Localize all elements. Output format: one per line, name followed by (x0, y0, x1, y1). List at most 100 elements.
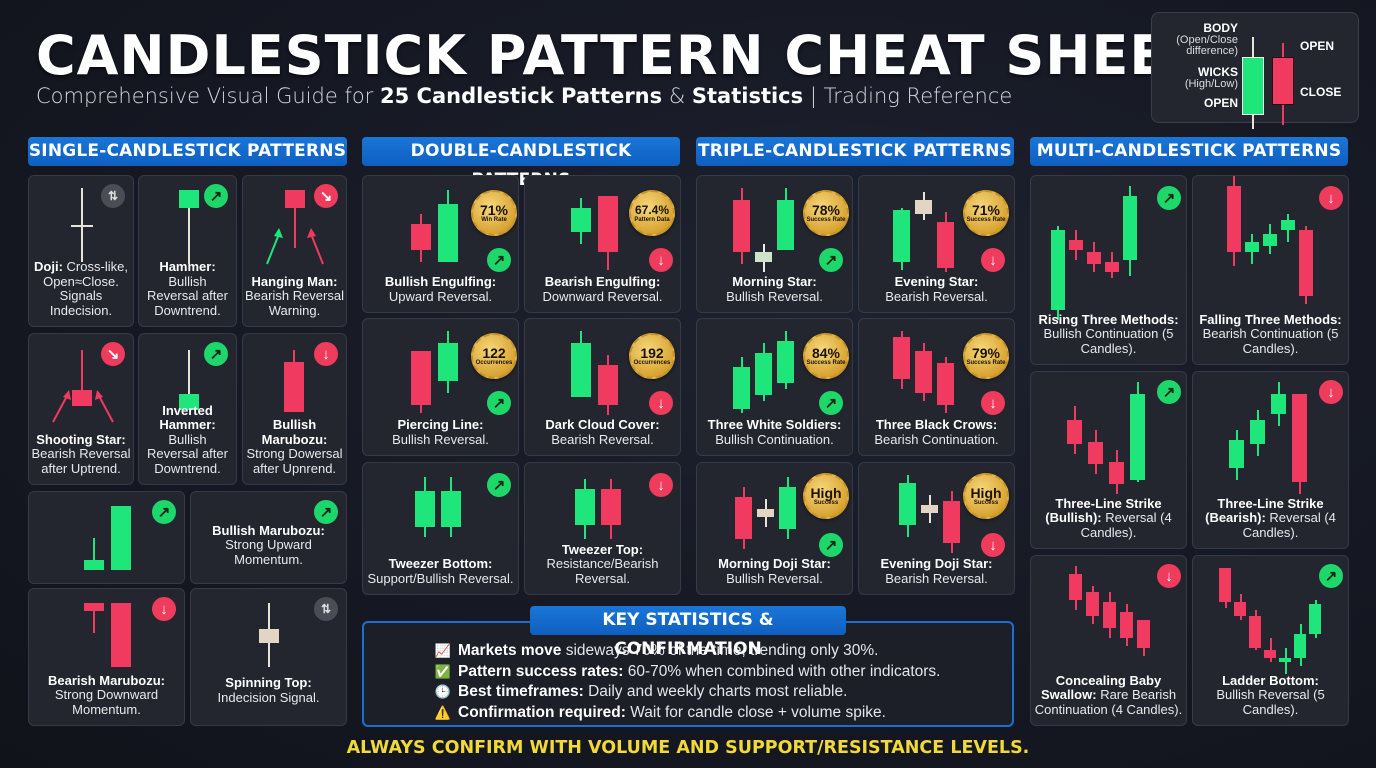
bearish-down-icon: ↓ (649, 248, 673, 272)
bullish-arrow-icon: ↗ (819, 391, 843, 415)
pattern-card-hanging-man[interactable]: ↘ Hanging Man: Bearish Reversal Warning. (242, 175, 347, 327)
success-coin: High Success (803, 473, 849, 519)
legend-open-left: OPEN (1203, 96, 1238, 110)
pattern-description: Morning Star: Bullish Reversal. (726, 274, 823, 304)
pattern-description: Doji: Cross-like, Open≈Close. Signals In… (34, 259, 128, 318)
pattern-description: Three-Line Strike (Bearish): Reversal (4… (1205, 495, 1336, 540)
pattern-description: Piercing Line: Bullish Reversal. (392, 417, 489, 447)
pattern-card-rising-three-methods[interactable]: ↗ Rising Three Methods: Bullish Continuat… (1030, 175, 1187, 365)
pattern-description: Evening Star: Bearish Reversal. (885, 274, 988, 304)
pattern-description: Bullish Marubozu: Strong Upward Momentum. (212, 522, 325, 567)
bullish-arrow-icon: ↗ (152, 500, 176, 524)
pattern-card-evening-star[interactable]: 71% Success Rate ↓ Evening Star: Bearish R… (858, 175, 1015, 313)
pattern-card-dark-cloud-cover[interactable]: 192 Occurrences ↓ Dark Cloud Cover: Bearis… (524, 318, 681, 456)
pattern-card-bearish-engulfing[interactable]: 67.4% Pattern Data ↓ Bearish Engulfing: Do… (524, 175, 681, 313)
success-coin: High Success (963, 473, 1009, 519)
pattern-card-bullish-marubozu-variant[interactable]: ↓ Bullish Marubozu: Strong Dowersal after… (242, 333, 347, 485)
pattern-card-ladder-bottom[interactable]: ↗ Ladder Bottom: Bullish Reversal (5 Cand… (1192, 555, 1349, 726)
legend-body-label: BODY (Open/Close difference) (1176, 21, 1238, 57)
bearish-down-icon: ↓ (649, 391, 673, 415)
pattern-description: Hanging Man: Bearish Reversal Warning. (245, 273, 344, 318)
legend-close-right: CLOSE (1300, 85, 1342, 99)
pattern-card-tweezer-top[interactable]: ↓ Tweezer Top: Resistance/Bearish Reversa… (524, 462, 681, 595)
pattern-description: Dark Cloud Cover: Bearish Reversal. (545, 417, 660, 447)
neutral-signal-icon: ⇅ (101, 184, 125, 208)
pattern-description: Bearish Engulfing: Downward Reversal. (542, 274, 663, 304)
pattern-card-spinning-top[interactable]: ⇅ Spinning Top: Indecision Signal. (190, 588, 347, 726)
pattern-card-piercing-line[interactable]: 122 Occurrences ↗ Piercing Line: Bullish R… (362, 318, 519, 456)
pattern-card-three-white-soldiers[interactable]: 84% Success Rate ↗ Three White Soldiers: B… (696, 318, 853, 456)
pattern-card-evening-doji-star[interactable]: High Success ↓ Evening Doji Star: Bearish … (858, 462, 1015, 595)
section-header-triple: TRIPLE-CANDLESTICK PATTERNS (696, 137, 1014, 166)
bullish-arrow-icon: ↗ (487, 473, 511, 497)
footer-warning: ALWAYS CONFIRM WITH VOLUME AND SUPPORT/R… (346, 738, 1030, 758)
stat-item: ✅ Pattern success rates: 60-70% when comb… (434, 662, 941, 683)
pattern-card-bullish-marubozu[interactable]: ↗ Bullish Marubozu: Strong Upward Momentu… (190, 491, 347, 584)
bearish-down-icon: ↓ (981, 248, 1005, 272)
warning-icon: ⚠️ (434, 704, 452, 720)
pattern-description: Tweezer Top: Resistance/Bearish Reversal. (546, 541, 659, 586)
success-rate-coin: 79% Success Rate (963, 333, 1009, 379)
pattern-description: Three Black Crows: Bearish Continuation. (874, 417, 999, 447)
pattern-card-bullish-visual[interactable]: ↗ (28, 491, 185, 584)
bullish-arrow-icon: ↗ (1157, 380, 1181, 404)
pattern-card-morning-doji-star[interactable]: High Success ↗ Morning Doji Star: Bullish … (696, 462, 853, 595)
legend-wicks-label: WICKS (High/Low) (1184, 65, 1238, 90)
win-rate-coin: 71% Win Rate (471, 190, 517, 236)
pattern-card-bearish-marubozu[interactable]: ↓ Bearish Marubozu: Strong Downward Momen… (28, 588, 185, 726)
bearish-down-icon: ↓ (649, 473, 673, 497)
bullish-arrow-icon: ↗ (819, 248, 843, 272)
pattern-card-hammer[interactable]: ↗ Hammer: Bullish Reversal after Downtren… (138, 175, 237, 327)
pattern-card-bullish-engulfing[interactable]: 71% Win Rate ↗ Bullish Engulfing: Upward R… (362, 175, 519, 313)
pattern-card-concealing-baby-swallow[interactable]: ↓ Concealing Baby Swallow: Rare Bearish … (1030, 555, 1187, 726)
pattern-description: Tweezer Bottom: Support/Bullish Reversal. (367, 556, 514, 586)
page-title: CANDLESTICK PATTERN CHEAT SHEET (36, 24, 1206, 87)
bearish-down-icon: ↓ (981, 391, 1005, 415)
pattern-description: Ladder Bottom: Bullish Reversal (5 Candle… (1216, 672, 1325, 717)
pattern-description: Three-Line Strike (Bullish): Reversal (4… (1045, 495, 1172, 540)
bullish-arrow-icon: ↗ (487, 248, 511, 272)
pattern-card-shooting-star[interactable]: ↘ Shooting Star: Bearish Reversal after U… (28, 333, 134, 485)
pattern-description: Spinning Top: Indecision Signal. (217, 675, 320, 705)
neutral-signal-icon: ⇅ (314, 597, 338, 621)
pointer-arrows-icon (266, 228, 324, 265)
bearish-down-icon: ↓ (1319, 380, 1343, 404)
chart-up-icon: 📈 (434, 643, 452, 658)
pattern-card-tweezer-bottom[interactable]: ↗ Tweezer Bottom: Support/Bullish Reversa… (362, 462, 519, 595)
section-header-single: SINGLE-CANDLESTICK PATTERNS (28, 137, 347, 166)
occurrences-coin: 192 Occurrences (629, 333, 675, 379)
legend-open-right: OPEN (1300, 39, 1335, 53)
pattern-description: Hammer: Bullish Reversal after Downtrend. (147, 259, 228, 318)
page-subtitle: Comprehensive Visual Guide for 25 Candle… (36, 84, 1013, 108)
pattern-card-morning-star[interactable]: 78% Success Rate ↗ Morning Star: Bullish R… (696, 175, 853, 313)
pattern-description: Rising Three Methods: Bullish Continuatio… (1038, 311, 1179, 356)
pattern-card-three-black-crows[interactable]: 79% Success Rate ↓ Three Black Crows: Bear… (858, 318, 1015, 456)
bearish-down-icon: ↓ (152, 597, 176, 621)
pattern-description: Concealing Baby Swallow: Rare Bearish Co… (1034, 672, 1183, 717)
bearish-down-icon: ↓ (1157, 564, 1181, 588)
bearish-arrow-icon: ↘ (101, 342, 125, 366)
pattern-card-falling-three-methods[interactable]: ↓ Falling Three Methods: Bearish Continua… (1192, 175, 1349, 365)
pattern-card-three-line-strike-bearish[interactable]: ↓ Three-Line Strike (Bearish): Reversal … (1192, 371, 1349, 549)
pattern-description: Bullish Engulfing: Upward Reversal. (384, 274, 497, 304)
bullish-arrow-icon: ↗ (204, 342, 228, 366)
pattern-card-doji[interactable]: ⇅ Doji: Cross-like, Open≈Close. Signals … (28, 175, 134, 327)
stat-item: 🕒 Best timeframes: Daily and weekly chart… (434, 682, 940, 703)
pattern-description: Inverted Hammer: Bullish Reversal after D… (147, 402, 228, 476)
pattern-card-inverted-hammer[interactable]: ↗ Inverted Hammer: Bullish Reversal after… (138, 333, 237, 485)
bullish-arrow-icon: ↗ (204, 184, 228, 208)
bearish-down-icon: ↓ (1319, 186, 1343, 210)
bearish-arrow-icon: ↘ (314, 184, 338, 208)
bullish-arrow-icon: ↗ (1157, 186, 1181, 210)
pattern-card-three-line-strike-bullish[interactable]: ↗ Three-Line Strike (Bullish): Reversal … (1030, 371, 1187, 549)
key-statistics-panel: 📈Markets move sideways 70% of the time, … (362, 621, 1014, 727)
pattern-description: Bearish Marubozu: Strong Downward Momentu… (47, 672, 165, 717)
section-header-double: DOUBLE-CANDLESTICK PATTERNS (362, 137, 680, 190)
bullish-arrow-icon: ↗ (819, 533, 843, 557)
candle-anatomy-legend: BODY (Open/Close difference) WICKS (High/L… (1151, 12, 1359, 129)
bullish-arrow-icon: ↗ (314, 500, 338, 524)
stat-item: ⚠️ Confirmation required: Wait for candle… (434, 703, 940, 724)
success-rate-coin: 78% Success Rate (803, 190, 849, 236)
bullish-arrow-icon: ↗ (487, 391, 511, 415)
pattern-description: Shooting Star: Bearish Reversal after Upt… (31, 431, 131, 476)
